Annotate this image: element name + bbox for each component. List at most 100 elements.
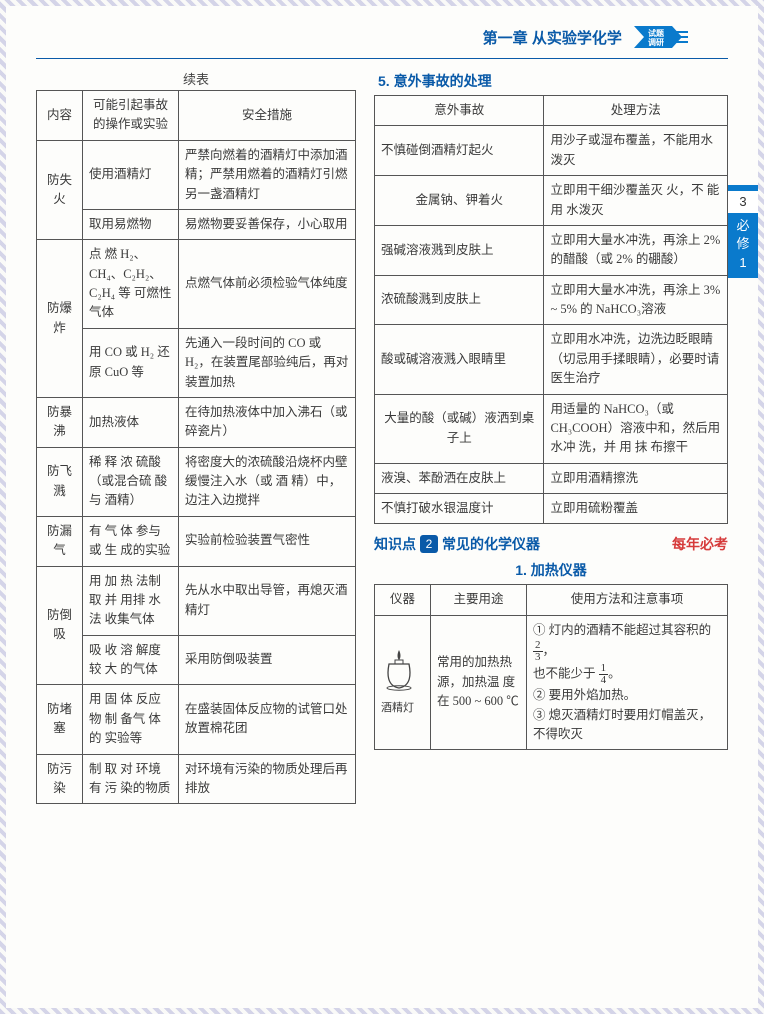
handle-cell: 用适量的 NaHCO₃（或 CH₃COOH）溶液中和，然后用水冲 洗，并 用 抹…: [544, 394, 728, 463]
handle-cell: 立即用大量水冲洗，再涂上 2% 的醋酸（或 2% 的硼酸）: [544, 225, 728, 275]
table-row: 不慎打破水银温度计立即用硫粉覆盖: [375, 494, 728, 524]
measure-cell: 在待加热液体中加入沸石（或碎瓷片）: [179, 397, 356, 447]
table-row: 浓硫酸溅到皮肤上立即用大量水冲洗，再涂上 3% ~ 5% 的 NaHCO₃溶液: [375, 275, 728, 325]
handle-cell: 立即用大量水冲洗，再涂上 3% ~ 5% 的 NaHCO₃溶液: [544, 275, 728, 325]
op-cell: 取用易燃物: [83, 209, 179, 239]
notes-cell: ① 灯内的酒精不能超过其容积的 23， 也不能少于 14。 ② 要用外焰加热。 …: [527, 615, 728, 750]
table-row: 大量的酸（或碱）液洒到桌子上用适量的 NaHCO₃（或 CH₃COOH）溶液中和…: [375, 394, 728, 463]
category-cell: 防失火: [37, 140, 83, 240]
table-row: 酸或碱溶液溅入眼睛里立即用水冲洗，边洗边眨眼睛（切忌用手揉眼睛），必要时请医生治…: [375, 325, 728, 394]
svg-text:调研: 调研: [648, 37, 664, 47]
op-cell: 使用酒精灯: [83, 140, 179, 209]
note-text: ，: [543, 644, 556, 658]
op-cell: 制 取 对 环境 有 污 染的物质: [83, 754, 179, 804]
safety-measures-table: 内容 可能引起事故的操作或实验 安全措施 防失火 使用酒精灯 严禁向燃着的酒精灯…: [36, 90, 356, 804]
handle-cell: 用沙子或湿布覆盖，不能用水泼灭: [544, 126, 728, 176]
svg-text:试题: 试题: [648, 28, 665, 38]
measure-cell: 在盛装固体反应物的试管口处放置棉花团: [179, 685, 356, 754]
category-cell: 防漏气: [37, 516, 83, 566]
accident-cell: 不慎打破水银温度计: [375, 494, 544, 524]
col-header: 主要用途: [431, 585, 527, 615]
tab-text: 修: [728, 235, 758, 253]
op-cell: 有 气 体 参与 或 生 成的实验: [83, 516, 179, 566]
measure-cell: 实验前检验装置气密性: [179, 516, 356, 566]
measure-cell: 先从水中取出导管，再熄灭酒精灯: [179, 566, 356, 635]
op-cell: 用 固 体 反应 物 制 备气 体 的 实验等: [83, 685, 179, 754]
instrument-cell: 酒精灯: [375, 615, 431, 750]
col-header: 仪器: [375, 585, 431, 615]
continue-table-label: 续表: [36, 69, 356, 88]
handle-cell: 立即用水冲洗，边洗边眨眼睛（切忌用手揉眼睛），必要时请医生治疗: [544, 325, 728, 394]
note-text: ③ 熄灭酒精灯时要用灯帽盖灭，不得吹灭: [533, 708, 711, 741]
kp-exam-tag: 每年必考: [672, 534, 728, 554]
col-header: 安全措施: [179, 91, 356, 141]
heating-instruments-table: 仪器 主要用途 使用方法和注意事项 酒精灯 常用的加热热源，加热: [374, 584, 728, 750]
table-row: 防爆炸 点 燃 H₂、CH₄、C₂H₂、C₂H₄ 等 可燃性气体 点燃气体前必须…: [37, 240, 356, 329]
measure-cell: 易燃物要妥善保存，小心取用: [179, 209, 356, 239]
fraction-1-4: 14: [599, 663, 609, 686]
category-cell: 防污染: [37, 754, 83, 804]
measure-cell: 严禁向燃着的酒精灯中添加酒精；严禁用燃着的酒精灯引燃另一盏酒精灯: [179, 140, 356, 209]
op-cell: 用 CO 或 H₂ 还 原 CuO 等: [83, 328, 179, 397]
chapter-header: 第一章 从实验学化学 试题 调研: [36, 26, 728, 59]
measure-cell: 点燃气体前必须检验气体纯度: [179, 240, 356, 329]
table-row: 防倒吸 用 加 热 法制 取 并 用排 水 法 收集气体 先从水中取出导管，再熄…: [37, 566, 356, 635]
table-header-row: 仪器 主要用途 使用方法和注意事项: [375, 585, 728, 615]
measure-cell: 采用防倒吸装置: [179, 635, 356, 685]
measure-cell: 将密度大的浓硫酸沿烧杯内壁缓慢注入水（或 酒 精）中，边注入边搅拌: [179, 447, 356, 516]
op-cell: 吸 收 溶 解度 较 大 的气体: [83, 635, 179, 685]
table-row: 防暴沸 加热液体 在待加热液体中加入沸石（或碎瓷片）: [37, 397, 356, 447]
table-row: 防飞溅 稀 释 浓 硫酸（或混合硫 酸 与 酒精） 将密度大的浓硫酸沿烧杯内壁缓…: [37, 447, 356, 516]
instrument-label: 酒精灯: [381, 700, 424, 717]
col-header: 可能引起事故的操作或实验: [83, 91, 179, 141]
note-text: ② 要用外焰加热。: [533, 688, 636, 702]
table-row: 吸 收 溶 解度 较 大 的气体 采用防倒吸装置: [37, 635, 356, 685]
note-text: 也不能少于: [533, 667, 596, 681]
right-column: 5. 意外事故的处理 意外事故 处理方法 不慎碰倒酒精灯起火用沙子或湿布覆盖，不…: [374, 69, 728, 804]
accident-cell: 酸或碱溶液溅入眼睛里: [375, 325, 544, 394]
category-cell: 防堵塞: [37, 685, 83, 754]
knowledge-point-header: 知识点 2 常见的化学仪器 每年必考: [374, 534, 728, 554]
use-cell: 常用的加热热源，加热温 度 在 500 ~ 600 ℃: [431, 615, 527, 750]
table-row: 液溴、苯酚洒在皮肤上立即用酒精擦洗: [375, 463, 728, 493]
col-header: 内容: [37, 91, 83, 141]
accident-cell: 浓硫酸溅到皮肤上: [375, 275, 544, 325]
side-page-tab: 3 必 修 1: [728, 185, 758, 278]
series-badge: 试题 调研: [634, 26, 688, 52]
op-cell: 加热液体: [83, 397, 179, 447]
table-row: 防失火 使用酒精灯 严禁向燃着的酒精灯中添加酒精；严禁用燃着的酒精灯引燃另一盏酒…: [37, 140, 356, 209]
kp-number-badge: 2: [420, 535, 438, 553]
alcohol-lamp-icon: [381, 648, 417, 692]
fraction-2-3: 23: [533, 640, 543, 663]
accident-cell: 强碱溶液溅到皮肤上: [375, 225, 544, 275]
page-number: 3: [728, 191, 758, 213]
op-cell: 用 加 热 法制 取 并 用排 水 法 收集气体: [83, 566, 179, 635]
section-5-title: 5. 意外事故的处理: [378, 71, 728, 91]
chapter-title: 第一章 从实验学化学: [483, 30, 622, 47]
subsection-1-title: 1. 加热仪器: [374, 560, 728, 580]
accident-cell: 液溴、苯酚洒在皮肤上: [375, 463, 544, 493]
col-header: 处理方法: [544, 96, 728, 126]
table-row: 取用易燃物 易燃物要妥善保存，小心取用: [37, 209, 356, 239]
category-cell: 防飞溅: [37, 447, 83, 516]
table-row: 不慎碰倒酒精灯起火用沙子或湿布覆盖，不能用水泼灭: [375, 126, 728, 176]
handle-cell: 立即用硫粉覆盖: [544, 494, 728, 524]
op-cell: 稀 释 浓 硫酸（或混合硫 酸 与 酒精）: [83, 447, 179, 516]
left-column: 续表 内容 可能引起事故的操作或实验 安全措施 防失火 使用酒精灯 严禁向燃着的…: [36, 69, 356, 804]
accident-cell: 不慎碰倒酒精灯起火: [375, 126, 544, 176]
measure-cell: 先通入一段时间的 CO 或 H₂，在装置尾部验纯后，再对装置加热: [179, 328, 356, 397]
col-header: 使用方法和注意事项: [527, 585, 728, 615]
tab-text: 必: [728, 217, 758, 235]
table-row: 防堵塞 用 固 体 反应 物 制 备气 体 的 实验等 在盛装固体反应物的试管口…: [37, 685, 356, 754]
table-row: 酒精灯 常用的加热热源，加热温 度 在 500 ~ 600 ℃ ① 灯内的酒精不…: [375, 615, 728, 750]
category-cell: 防倒吸: [37, 566, 83, 685]
note-text: 。: [608, 667, 621, 681]
table-header-row: 内容 可能引起事故的操作或实验 安全措施: [37, 91, 356, 141]
measure-cell: 对环境有污染的物质处理后再排放: [179, 754, 356, 804]
kp-label: 知识点: [374, 534, 416, 554]
accident-cell: 金属钠、钾着火: [375, 176, 544, 226]
table-header-row: 意外事故 处理方法: [375, 96, 728, 126]
tab-text: 1: [728, 254, 758, 272]
handle-cell: 立即用干细沙覆盖灭 火，不 能 用 水泼灭: [544, 176, 728, 226]
category-cell: 防爆炸: [37, 240, 83, 398]
